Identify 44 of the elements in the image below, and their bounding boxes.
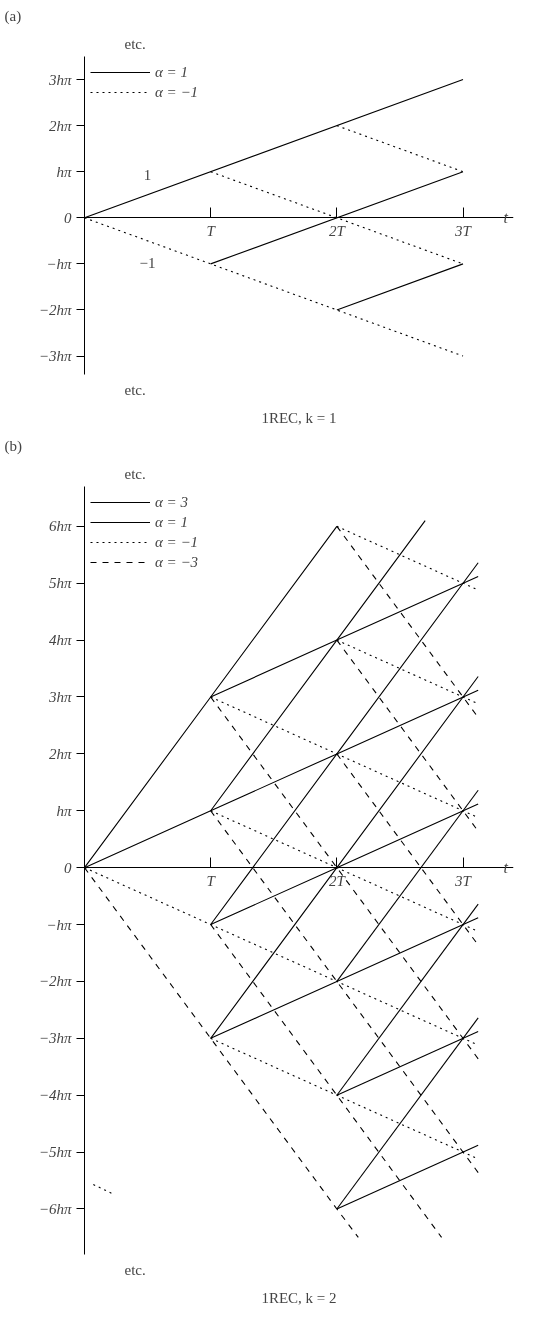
y-tick-label: −3hπ <box>38 348 72 365</box>
x-tick-label: T <box>206 222 217 239</box>
y-tick-label: 0 <box>64 859 72 876</box>
y-tick-label: −hπ <box>46 255 72 272</box>
text: etc. <box>124 381 146 398</box>
y-tick-label: −6hπ <box>38 1200 72 1217</box>
legend-label: α = 1 <box>155 513 188 531</box>
chart-title: (a) <box>4 7 22 25</box>
x-tick-label: 2T <box>328 872 347 889</box>
y-tick-label: 2hπ <box>48 745 72 762</box>
annotation: −1 <box>139 254 156 271</box>
y-tick-label: −5hπ <box>38 1144 72 1161</box>
text: etc. <box>124 465 146 482</box>
legend-label: α = −1 <box>155 83 199 101</box>
y-tick-label: −hπ <box>46 916 72 933</box>
annotation: 1 <box>143 166 152 183</box>
y-tick-label: hπ <box>56 802 72 819</box>
x-tick-label: 2T <box>328 222 347 239</box>
text: etc. <box>124 35 146 52</box>
y-tick-label: 3hπ <box>47 688 72 705</box>
text: 1REC, k = 2 <box>261 1289 337 1306</box>
y-tick-label: −2hπ <box>38 301 72 318</box>
x-tick-label: 3T <box>454 222 473 239</box>
legend-label: α = 3 <box>155 493 188 511</box>
y-tick-label: 4hπ <box>48 632 72 649</box>
x-tick-label: T <box>206 872 217 889</box>
y-tick-label: 2hπ <box>48 117 72 134</box>
legend-label: α = −3 <box>155 553 199 571</box>
x-tick-label: 3T <box>454 872 473 889</box>
y-tick-label: −4hπ <box>38 1087 72 1104</box>
text: etc. <box>124 1261 146 1278</box>
text: 1REC, k = 1 <box>261 409 337 426</box>
legend-label: α = −1 <box>155 533 199 551</box>
y-tick-label: 5hπ <box>48 575 72 592</box>
x-axis-title: t <box>503 859 509 877</box>
y-tick-label: 6hπ <box>48 518 72 535</box>
y-tick-label: 3hπ <box>47 71 72 88</box>
legend-label: α = 1 <box>155 63 188 81</box>
y-tick-label: hπ <box>56 163 72 180</box>
y-tick-label: −3hπ <box>38 1030 72 1047</box>
chart-title: (b) <box>4 437 22 455</box>
y-tick-label: 0 <box>64 209 72 226</box>
y-tick-label: −2hπ <box>38 973 72 990</box>
x-axis-title: t <box>503 209 509 227</box>
